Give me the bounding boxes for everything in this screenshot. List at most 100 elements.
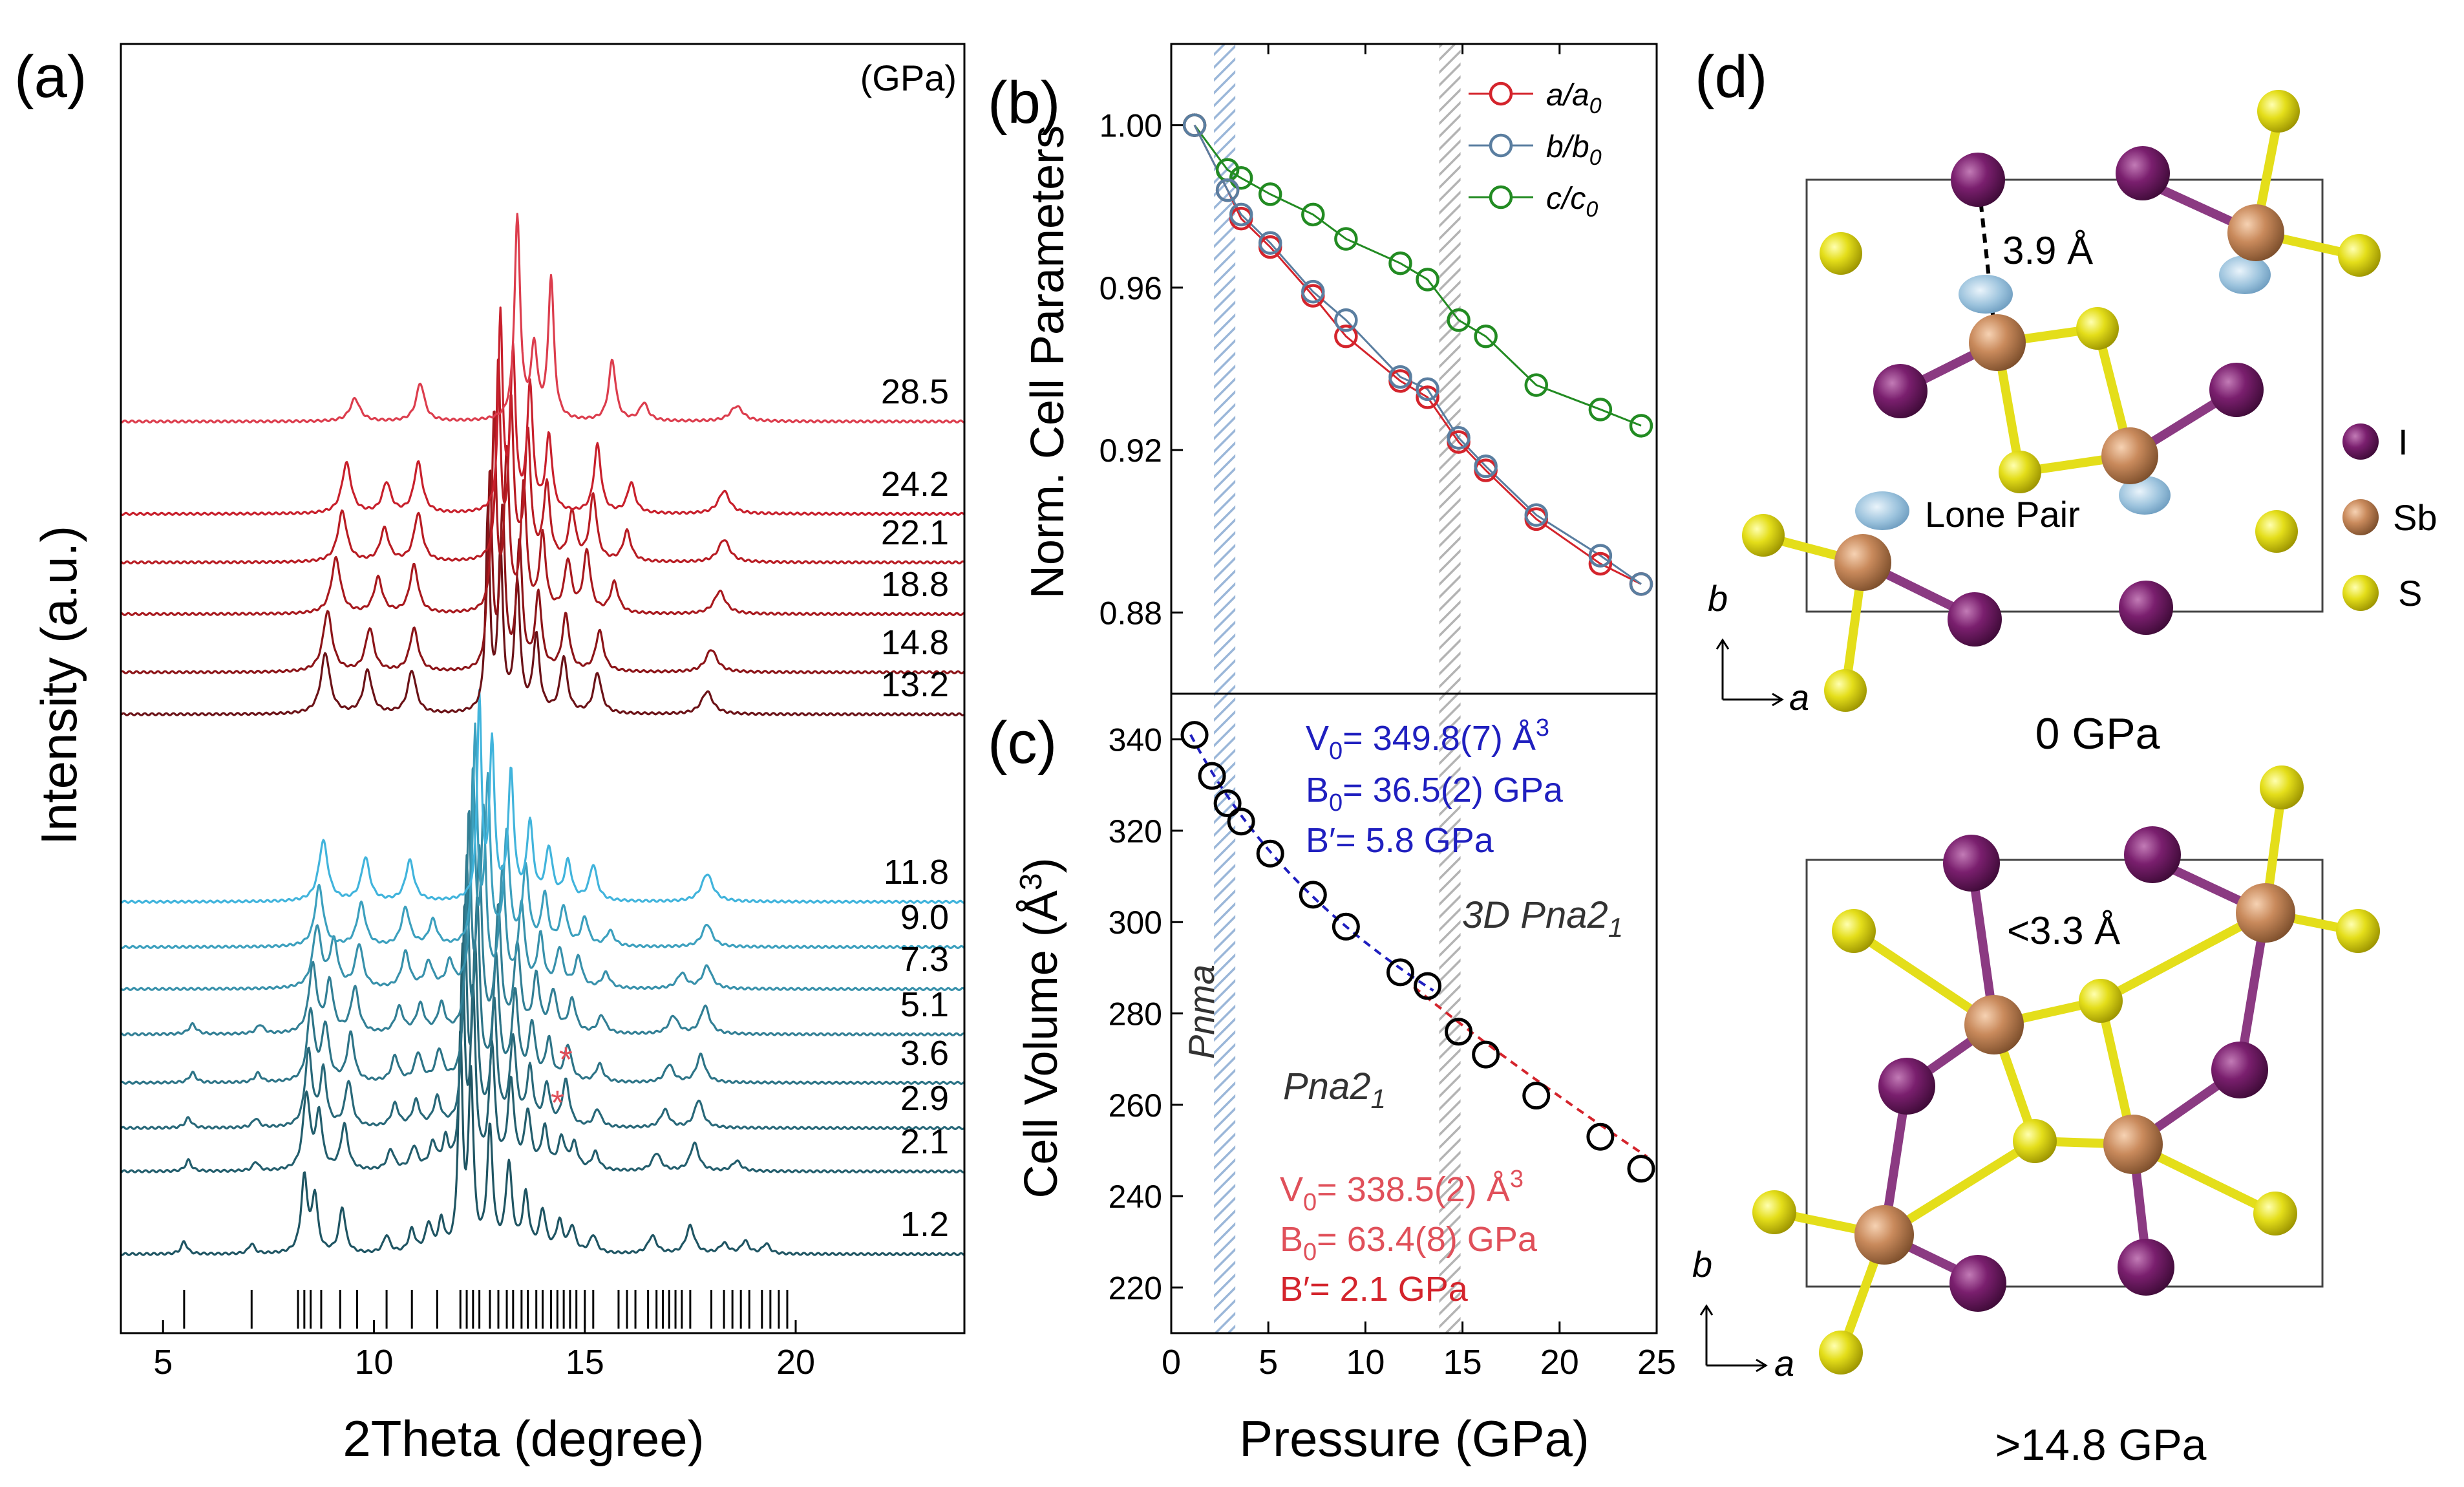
x-tick-label: 20 [776, 1343, 815, 1382]
antimony-atom [1964, 995, 2024, 1054]
panel-b-transition-bands [1214, 44, 1461, 694]
data-point [1447, 426, 1471, 450]
antimony-atom [1834, 534, 1891, 591]
data-point [1588, 398, 1613, 422]
xrd-curve-18.8 [120, 411, 965, 616]
panel-c-volume: (c) 0 5 10 15 20 25 220 240 260 280 300 320 340 V0=… [988, 692, 1676, 1467]
phase-label-pnma: Pnma [1181, 965, 1222, 1059]
x-tick-label: 25 [1637, 1343, 1676, 1382]
x-tick-label: 10 [1346, 1343, 1385, 1382]
axis-b-label-top: b [1708, 578, 1728, 619]
data-point [1301, 279, 1325, 304]
panel-d-structures: (d) [1692, 44, 2437, 1470]
volume-point [1522, 1082, 1551, 1110]
data-point [1588, 544, 1613, 568]
sulfur-atom [2076, 307, 2119, 350]
pressure-label: 5.1 [900, 985, 949, 1024]
data-point [1182, 113, 1207, 137]
y-tick-label: 240 [1109, 1179, 1162, 1215]
xrd-reference-ticks [183, 1290, 789, 1329]
panel-b-legend: a/a0 b/b0 c/c0 [1469, 78, 1602, 222]
x-tick-label: 20 [1540, 1343, 1579, 1382]
panel-c-x-axis: 0 5 10 15 20 25 [1162, 1321, 1676, 1382]
iodine-atom [1878, 1058, 1935, 1115]
legend-marker [1489, 133, 1513, 158]
data-point [1229, 202, 1253, 227]
volume-point [1386, 958, 1414, 987]
legend-antimony-label: Sb [2393, 497, 2437, 538]
iodine-atom [2211, 1042, 2268, 1098]
xrd-curve-9.0 [120, 722, 965, 949]
pressure-label: 18.8 [881, 565, 949, 604]
lone-pair-lobe [1855, 491, 1909, 530]
panel-a-unit-label: (GPa) [860, 58, 957, 98]
pressure-label: 9.0 [900, 898, 949, 937]
x-tick-label: 15 [1443, 1343, 1482, 1382]
y-tick-label: 220 [1109, 1270, 1162, 1306]
antimony-atom [2236, 883, 2295, 943]
panel-a-x-axis-title: 2Theta (degree) [343, 1410, 704, 1467]
legend-antimony-swatch [2342, 499, 2379, 535]
y-tick-label: 0.88 [1099, 595, 1162, 631]
xrd-curve-5.1 [120, 809, 965, 1036]
panel-b-label: (b) [988, 70, 1060, 136]
sulfur-atom [1999, 451, 2041, 493]
x-tick-label: 5 [1259, 1343, 1278, 1382]
panel-b-cell-parameters: (b) 1.00 0.96 0.92 0.88 a/a0 b/b0 c/c0 Norm. … [988, 43, 1658, 695]
xrd-curve-3.6 [120, 854, 965, 1085]
fit1-b0: B0= 36.5(2) GPa [1306, 771, 1564, 817]
sulfur-atom [2013, 1119, 2057, 1163]
panel-a-xrd: (a) 1.2 2.1 2.9 3.6 5.1 7.39.0 11.8 13.214.8 18.… [14, 43, 966, 1467]
pressure-label: 2.9 [900, 1079, 949, 1118]
lone-pair-lobe [2119, 476, 2171, 515]
iodine-atom [2116, 146, 2170, 200]
xrd-curve-11.8 [120, 689, 965, 904]
fit2-b0: B0= 63.4(8) GPa [1280, 1220, 1538, 1266]
xrd-impurity-markers: ** [551, 1040, 573, 1122]
pressure-label: 13.2 [881, 665, 949, 704]
iodine-atom [1948, 592, 2002, 647]
pressure-label: 3.6 [900, 1034, 949, 1073]
data-point [1447, 308, 1471, 332]
data-point [1258, 182, 1282, 206]
data-point [1416, 377, 1439, 401]
pressure-label: 7.3 [900, 940, 949, 979]
volume-point [1586, 1122, 1615, 1151]
unit-cell-top [1805, 178, 2324, 613]
y-tick-label: 0.96 [1099, 270, 1162, 306]
antimony-atom [1969, 314, 2026, 371]
sulfur-atom [2255, 510, 2298, 553]
legend-sulfur-label: S [2398, 573, 2422, 614]
panel-d-label: (d) [1695, 44, 1767, 110]
data-point [1588, 551, 1613, 576]
volume-point [1414, 972, 1442, 1000]
panel-a-frame [120, 43, 966, 1334]
xrd-curve-7.3 [120, 766, 966, 991]
data-point [1474, 325, 1498, 348]
structure-title-bottom: >14.8 GPa [1995, 1420, 2206, 1470]
y-tick-label: 280 [1109, 996, 1162, 1032]
xrd-curve-22.1 [120, 358, 965, 564]
axis-a-label-bottom: a [1774, 1343, 1794, 1384]
data-point [1229, 166, 1253, 190]
volume-point [1180, 721, 1209, 749]
distance-label-bottom: <3.3 Å [2007, 909, 2120, 952]
legend-iodine-swatch [2342, 423, 2379, 460]
panel-b-y-axis-title: Norm. Cell Parameters [1022, 125, 1074, 599]
structure-high-pressure: <3.3 Å b a >14.8 GPa [1692, 765, 2380, 1470]
phase-label-pna21: Pna21 [1283, 1065, 1386, 1114]
y-tick-label: 340 [1109, 722, 1162, 758]
panel-a-label: (a) [14, 44, 87, 110]
volume-point [1332, 912, 1360, 941]
sulfur-atom [1832, 909, 1876, 953]
data-point [1334, 308, 1358, 332]
axis-triad-top [1715, 638, 1784, 707]
panel-c-y-axis: 220 240 260 280 300 320 340 [1109, 722, 1183, 1306]
transition-band [1439, 694, 1461, 1333]
bonds-top [1760, 112, 2361, 695]
fit1-bprime: B′= 5.8 GPa [1306, 821, 1494, 860]
iodine-atom [1943, 835, 2000, 892]
panel-a-x-axis: 5 10 15 20 [153, 1320, 815, 1382]
pressure-label: 28.5 [881, 372, 949, 411]
pressure-label: 24.2 [881, 465, 949, 504]
